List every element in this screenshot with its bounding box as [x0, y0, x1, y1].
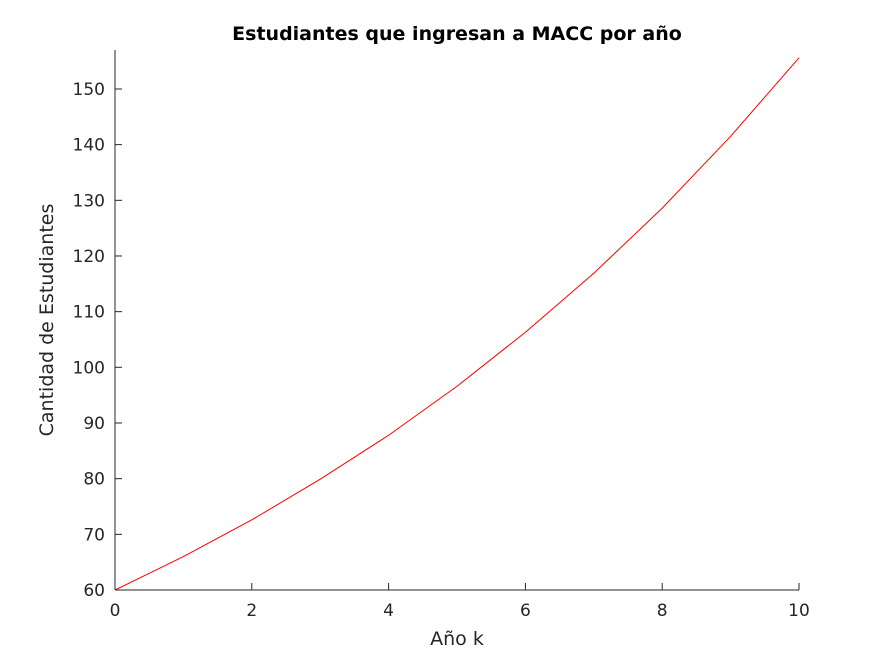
x-tick-label: 10 — [788, 601, 810, 621]
x-tick-label: 8 — [657, 601, 668, 621]
y-tick-label: 60 — [83, 581, 105, 601]
y-tick-label: 90 — [83, 414, 105, 434]
y-tick-label: 150 — [73, 80, 105, 100]
series-line — [114, 57, 800, 591]
y-tick-label: 80 — [83, 470, 105, 490]
y-ticks: 60 70 80 90 100 110 120 130 140 150 — [73, 80, 122, 601]
x-tick-label: 6 — [520, 601, 531, 621]
x-tick-label: 4 — [383, 601, 394, 621]
y-axis-label: Cantidad de Estudiantes — [36, 204, 58, 437]
chart-title: Estudiantes que ingresan a MACC por año — [232, 23, 682, 45]
y-tick-label: 120 — [73, 247, 105, 267]
y-tick-label: 70 — [83, 525, 105, 545]
x-axis-label: Año k — [430, 628, 484, 650]
x-ticks: 0 2 4 6 8 10 — [110, 583, 810, 621]
x-tick-label: 2 — [246, 601, 257, 621]
y-tick-label: 110 — [73, 303, 105, 323]
x-tick-label: 0 — [110, 601, 121, 621]
y-tick-label: 130 — [73, 191, 105, 211]
plot-area — [114, 50, 799, 591]
series-layer — [114, 57, 800, 591]
y-tick-label: 100 — [73, 358, 105, 378]
y-tick-label: 140 — [73, 136, 105, 156]
